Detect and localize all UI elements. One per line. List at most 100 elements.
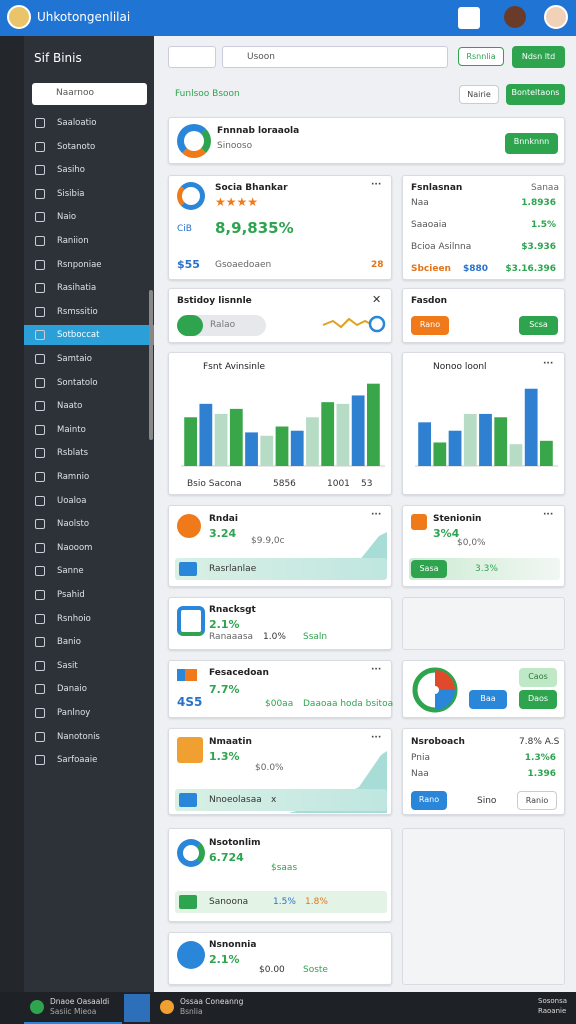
menu-item[interactable]: Psahid	[24, 585, 154, 605]
app-name[interactable]: Dnaoe Oasaaldi	[50, 997, 110, 1006]
progress-label: Rasrlanlae	[209, 564, 257, 574]
bar	[321, 402, 335, 466]
button[interactable]: Rsnnlia	[458, 47, 504, 66]
menu-item[interactable]: Sasiho	[24, 160, 154, 180]
button[interactable]: Sasa	[411, 560, 447, 578]
menu-item[interactable]: Banio	[24, 632, 154, 652]
card-title: Fsnt Avinsinle	[203, 362, 266, 372]
close[interactable]: ✕	[372, 293, 382, 306]
menu[interactable]: ···	[371, 733, 382, 743]
item: Daaoaa hoda bsitoa	[303, 699, 394, 709]
bar-chart	[181, 383, 385, 467]
toggle[interactable]: Ralao	[177, 315, 266, 336]
menu-item[interactable]: Sarfoaaie	[24, 750, 154, 770]
app-sub: Bsnlia	[180, 1007, 203, 1016]
app-title: Uhkotongenlilai	[37, 10, 131, 24]
sidebar-search[interactable]: Naarnoo	[32, 83, 147, 105]
menu-icon	[35, 424, 45, 435]
metric-card: Rndai 3.24 $9.9,0c Rasrlanlae ···	[168, 505, 392, 587]
menu-item[interactable]: Uoaloa	[24, 491, 154, 511]
bar-chart	[415, 388, 558, 467]
menu-item[interactable]: Danaio	[24, 679, 154, 699]
app-name[interactable]: Ossaa Coneanng	[180, 997, 244, 1006]
metric: 3%4	[433, 527, 460, 540]
menu[interactable]: ···	[371, 665, 382, 675]
avatar[interactable]	[544, 5, 568, 29]
menu-item[interactable]: Ramnio	[24, 467, 154, 487]
button[interactable]: Caos	[519, 668, 557, 687]
menu-item[interactable]: Rsblats	[24, 443, 154, 463]
menu-item[interactable]: Rsnponiae	[24, 255, 154, 275]
icon	[177, 124, 211, 158]
stat-cell: Naa	[411, 198, 429, 208]
sidebar: Sif Binis Naarnoo Saaloatio Sotanoto Sasih…	[24, 36, 154, 992]
button[interactable]: Bnnknnn	[505, 133, 558, 154]
menu-item[interactable]: Rasihatia	[24, 278, 154, 298]
avatar[interactable]	[504, 6, 526, 28]
button[interactable]: Rano	[411, 316, 449, 335]
bar	[524, 388, 538, 466]
menu-item[interactable]: Sontatolo	[24, 373, 154, 393]
search-box[interactable]: Usoon	[222, 46, 448, 68]
menu-item[interactable]: Naooom	[24, 538, 154, 558]
menu-item[interactable]: Sisibia	[24, 184, 154, 204]
icon	[411, 514, 427, 530]
menu-item[interactable]: Saaloatio	[24, 113, 154, 133]
toggle-card: Bstidoy lisnnle ✕ Ralao	[168, 288, 392, 343]
progress-value: 3.3%	[475, 564, 498, 574]
icon	[177, 669, 197, 681]
menu-item[interactable]: Samtaio	[24, 349, 154, 369]
button[interactable]: Baa	[469, 690, 507, 709]
menu[interactable]: ···	[543, 359, 554, 369]
menu-item[interactable]: Mainto	[24, 420, 154, 440]
button[interactable]: Nairie	[459, 85, 499, 104]
app-sub: Sasiic Mieoa	[50, 1007, 97, 1016]
button-text[interactable]: Sino	[477, 796, 497, 806]
sub: $saas	[271, 863, 298, 873]
menu-item[interactable]: Sotboccat	[24, 325, 154, 346]
menu-item[interactable]: Naato	[24, 396, 154, 416]
button[interactable]: Ndsn ltd	[512, 46, 565, 68]
empty-card	[402, 828, 565, 985]
menu-item[interactable]: Rsnhoio	[24, 609, 154, 629]
card-subtitle: Sinooso	[217, 141, 253, 151]
grid-button[interactable]	[458, 7, 480, 29]
metric: 1.3%	[209, 750, 240, 763]
card-title: Fnnnab loraaola	[217, 126, 300, 136]
bar	[214, 413, 228, 466]
top-bar: Uhkotongenlilai	[0, 0, 576, 36]
menu-item[interactable]: Naolsto	[24, 514, 154, 534]
filter-box[interactable]	[168, 46, 216, 68]
icon	[179, 793, 197, 807]
icon	[177, 182, 205, 210]
menu-item[interactable]: Sasit	[24, 656, 154, 676]
menu-item[interactable]: Nanotonis	[24, 727, 154, 747]
menu-item[interactable]: Sotanoto	[24, 137, 154, 157]
bar	[463, 413, 477, 466]
stat-cell: 1.3%6	[524, 753, 556, 763]
menu-item[interactable]: Sanne	[24, 561, 154, 581]
card-title: Nonoo loonl	[433, 362, 487, 372]
button[interactable]: Bonteltaons	[506, 84, 565, 105]
progress-label: Nnoeolasaa	[209, 795, 262, 805]
button[interactable]: Ranio	[517, 791, 557, 810]
close[interactable]: x	[271, 795, 277, 805]
stat-cell: 1.5%	[531, 220, 556, 230]
button[interactable]: Scsa	[519, 316, 558, 335]
menu-icon	[35, 118, 45, 128]
app-icon[interactable]	[124, 994, 150, 1022]
menu[interactable]: ···	[371, 510, 382, 520]
progress-value: 1.5%	[273, 897, 296, 907]
menu-item[interactable]: Raniion	[24, 231, 154, 251]
button[interactable]: Rano	[411, 791, 447, 810]
menu-icon	[35, 590, 45, 600]
menu[interactable]: ···	[371, 180, 382, 190]
bar-chart-card: Nonoo loonl ···	[402, 352, 565, 495]
toggle-knob	[177, 315, 203, 336]
menu[interactable]: ···	[543, 510, 554, 520]
button[interactable]: Daos	[519, 690, 557, 709]
menu-item[interactable]: Naio	[24, 207, 154, 227]
menu-item[interactable]: Panlnoy	[24, 703, 154, 723]
menu-icon	[35, 731, 45, 742]
menu-item[interactable]: Rsmssitio	[24, 302, 154, 322]
